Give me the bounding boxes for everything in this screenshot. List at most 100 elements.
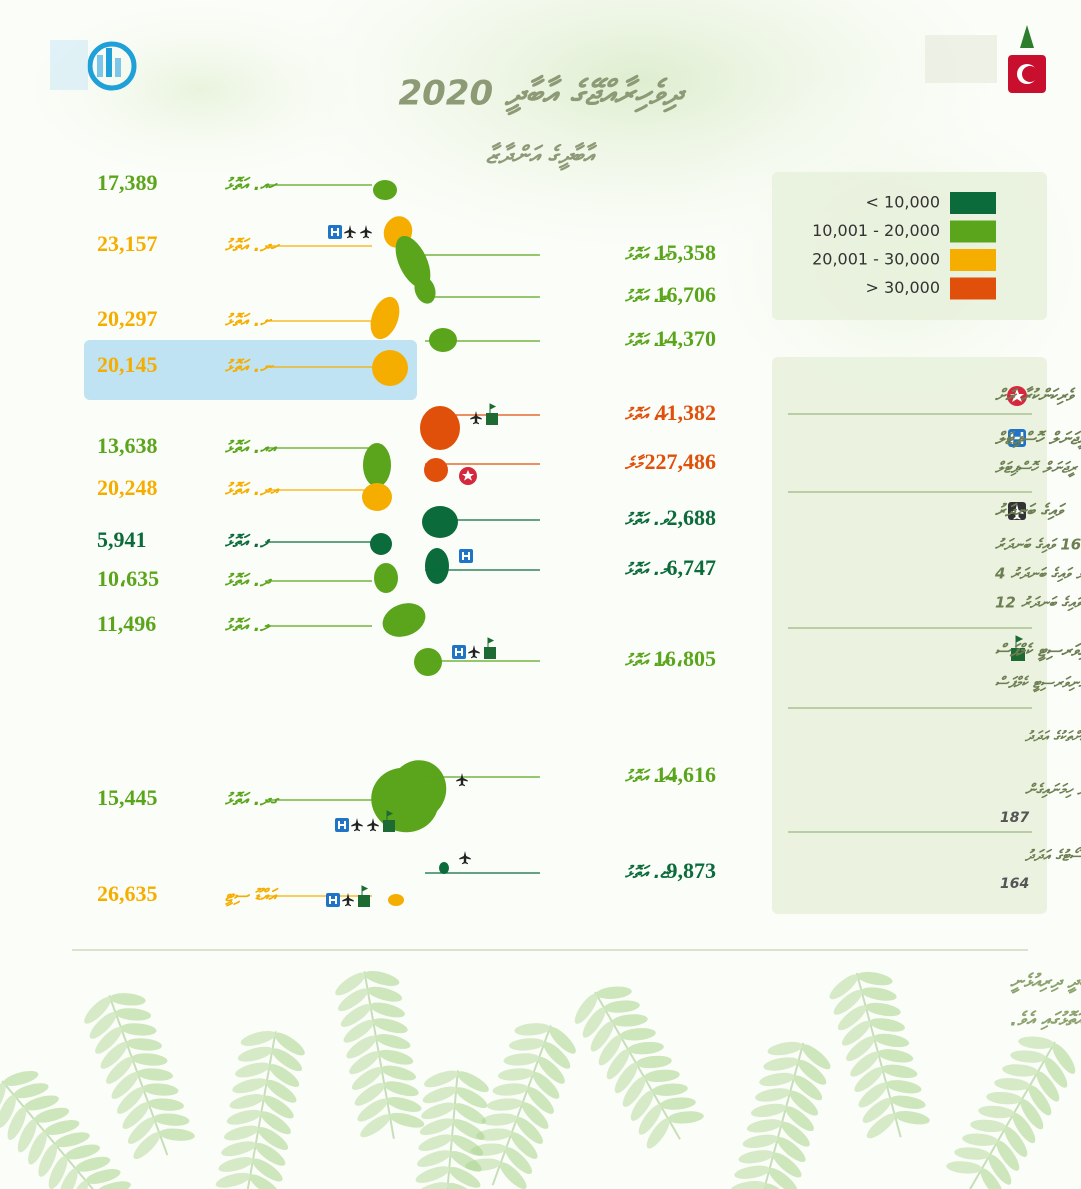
leaflet <box>505 1147 533 1174</box>
atoll-name: ގއ. އަތޮޅު <box>624 767 678 787</box>
atoll-name: ދ. އަތޮޅު <box>224 571 272 591</box>
atoll-name: ޏ. އަތޮޅު <box>624 863 672 883</box>
leaflet <box>643 1069 680 1083</box>
leaflet <box>354 1082 385 1106</box>
atoll-name: ހއ. އަތޮޅު <box>224 175 278 195</box>
population: 15,445 <box>97 785 158 810</box>
leaflet <box>383 1081 419 1097</box>
population: 23,157 <box>97 231 158 256</box>
leaflet <box>750 1103 787 1118</box>
leaflet <box>846 1036 875 1062</box>
leaflet <box>127 1117 155 1144</box>
leaflet <box>789 1090 819 1116</box>
leaflet <box>862 1098 892 1123</box>
leaflet <box>476 1128 512 1141</box>
airport-icon <box>468 645 480 659</box>
map: ހއ. އަތޮޅު 17,389 ހދ. އަތޮޅު 23,157 ށ. އަތޮޅ… <box>84 170 716 907</box>
leaflet <box>759 1072 795 1087</box>
leaflet <box>877 1049 914 1063</box>
airport-icon <box>470 411 482 425</box>
leaflet <box>120 1023 157 1036</box>
leaflet <box>28 1131 47 1165</box>
leaf <box>730 1041 831 1189</box>
leaflet <box>755 1088 791 1102</box>
leaflet <box>890 1095 926 1109</box>
leaflet <box>514 1023 551 1036</box>
atoll-name: ރ. އަތޮޅު <box>624 245 672 265</box>
airport-icon <box>367 818 379 832</box>
leaflet <box>776 1137 806 1163</box>
leaflet <box>651 1083 688 1096</box>
leaflet <box>1010 1050 1047 1063</box>
leaflet <box>422 1086 457 1104</box>
leaflet <box>730 1180 766 1189</box>
hospital-icon <box>329 896 337 904</box>
airport-icon <box>456 773 468 787</box>
island <box>388 894 404 906</box>
leaf <box>946 1036 1076 1189</box>
island <box>439 862 449 874</box>
leaflet <box>659 1097 696 1110</box>
capital-icon <box>1010 389 1024 402</box>
leaflet <box>606 1049 630 1080</box>
leaflet <box>1044 1057 1068 1088</box>
campus-icon <box>1011 648 1025 661</box>
key-airport-domestic: ދާޚިލީ ވައިގެ ބަނދަރު 12 <box>995 594 1081 613</box>
island <box>389 760 447 820</box>
leaflet <box>7 1107 27 1141</box>
leaflet <box>630 1090 654 1121</box>
leaf <box>0 1070 131 1189</box>
population: 15,358 <box>656 240 717 265</box>
population: 20,248 <box>97 475 158 500</box>
key-airport-total: ޖުމްލަ 16 ވައިގެ ބަނދަރު <box>994 536 1081 554</box>
leaflet <box>521 1102 549 1129</box>
campus-icon <box>489 403 497 413</box>
island <box>420 406 460 450</box>
leaflet <box>131 1053 168 1066</box>
population: 16,706 <box>656 282 717 307</box>
leaflet <box>133 1132 161 1160</box>
population: 16،805 <box>654 646 716 671</box>
legend-swatch <box>950 192 996 214</box>
airport-icon <box>459 851 471 865</box>
leaflet <box>117 1087 144 1114</box>
leaflet <box>266 1079 297 1103</box>
capital-marker <box>462 470 474 481</box>
leaflet <box>89 1011 117 1039</box>
island <box>363 443 391 487</box>
population: 13,638 <box>97 433 158 458</box>
leaflet <box>510 1132 538 1159</box>
leaflet <box>100 1041 128 1069</box>
leaflet <box>635 1055 672 1069</box>
leaflet <box>48 1156 68 1189</box>
key-resorts: ޖުމްލަ ރިސޯޓުގެ އަދަދު <box>1024 847 1081 865</box>
hospital-icon <box>462 552 470 560</box>
leaflet <box>126 1038 163 1051</box>
leaflet <box>3 1070 39 1086</box>
leaflet <box>865 1002 901 1017</box>
leaflet <box>337 988 369 1012</box>
leaflet <box>54 1132 90 1148</box>
leaflet <box>829 974 859 1000</box>
leaflet <box>415 1166 450 1183</box>
leaflet <box>85 1169 121 1184</box>
leaflet <box>619 1028 656 1041</box>
leaflet <box>111 1072 139 1099</box>
leaflet <box>364 971 400 986</box>
leaflet <box>781 1121 810 1147</box>
leaflet <box>499 1162 527 1189</box>
leaf <box>829 971 930 1139</box>
population: 227,486 <box>645 449 717 474</box>
leaflet <box>229 1094 265 1109</box>
leaflet <box>1012 1112 1036 1144</box>
leaflet <box>801 1044 831 1070</box>
legend-label: < 10,000 <box>866 193 940 212</box>
leaflet <box>249 1174 280 1189</box>
population: 41,382 <box>656 400 717 425</box>
island <box>414 648 442 676</box>
leaflet <box>13 1083 49 1099</box>
population: 11,496 <box>97 611 156 636</box>
leaflet <box>263 1095 294 1119</box>
population: 6,747 <box>667 555 717 580</box>
